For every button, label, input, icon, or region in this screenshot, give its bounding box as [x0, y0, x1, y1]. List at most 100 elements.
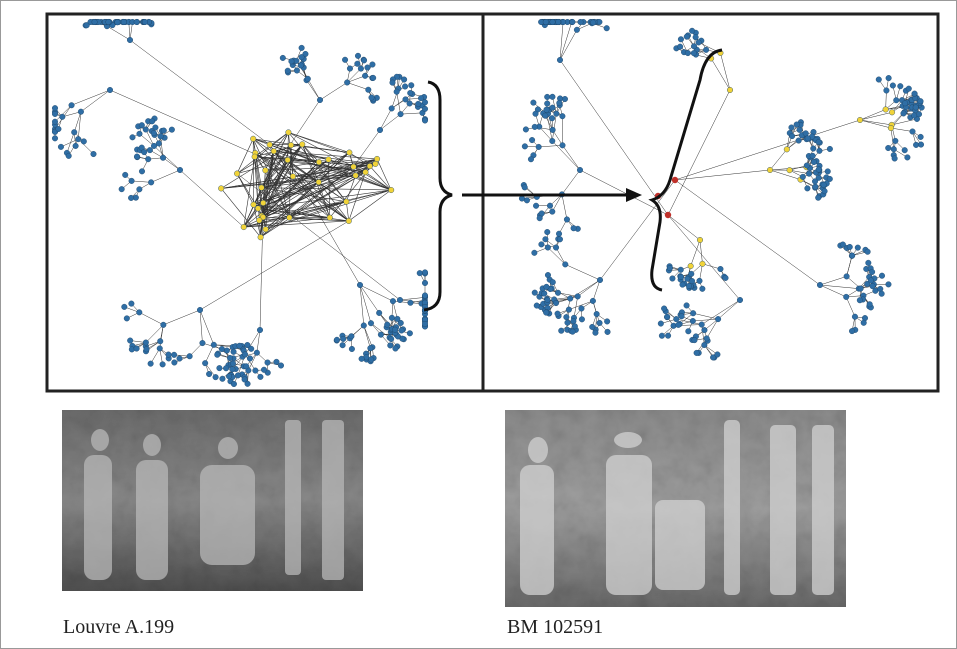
- node: [224, 348, 230, 354]
- node: [597, 277, 603, 283]
- node: [767, 167, 773, 173]
- node: [605, 329, 611, 335]
- node: [299, 142, 305, 148]
- node: [230, 361, 236, 367]
- node: [543, 236, 549, 242]
- node: [395, 316, 401, 322]
- node: [402, 84, 408, 90]
- node: [274, 359, 280, 365]
- node: [231, 381, 237, 387]
- node: [543, 19, 549, 25]
- node: [555, 19, 561, 25]
- node: [129, 301, 135, 307]
- photo-louvre: [62, 410, 363, 591]
- node: [187, 353, 193, 359]
- node: [353, 173, 359, 179]
- node: [169, 127, 175, 133]
- node: [810, 153, 816, 159]
- node: [127, 338, 133, 344]
- node: [357, 282, 363, 288]
- node: [280, 55, 286, 61]
- node: [362, 73, 368, 79]
- node: [197, 307, 203, 313]
- node: [142, 19, 148, 25]
- node: [913, 105, 919, 111]
- node: [151, 143, 157, 149]
- node: [259, 185, 265, 191]
- node: [543, 310, 549, 316]
- node: [883, 107, 889, 113]
- node: [287, 215, 293, 221]
- node: [326, 157, 332, 163]
- node: [849, 253, 855, 259]
- node: [688, 263, 694, 269]
- node: [549, 115, 555, 121]
- node: [388, 336, 394, 342]
- node: [715, 352, 721, 358]
- node: [58, 144, 64, 150]
- node: [905, 155, 911, 161]
- node: [577, 167, 583, 173]
- node: [855, 245, 861, 251]
- node: [604, 25, 610, 31]
- node: [122, 172, 128, 178]
- node: [884, 88, 890, 94]
- node: [257, 327, 263, 333]
- node: [407, 90, 413, 96]
- node: [816, 139, 822, 145]
- node: [560, 143, 566, 149]
- node: [91, 151, 97, 157]
- node: [544, 107, 550, 113]
- node: [227, 355, 233, 361]
- node: [678, 267, 684, 273]
- node: [604, 319, 610, 325]
- node: [367, 163, 373, 169]
- node: [858, 286, 864, 292]
- node: [849, 328, 855, 334]
- caption-right: BM 102591: [507, 616, 603, 639]
- node: [676, 322, 682, 328]
- node: [553, 300, 559, 306]
- node: [665, 212, 671, 218]
- node: [243, 364, 249, 370]
- node: [376, 310, 382, 316]
- node: [686, 283, 692, 289]
- node: [564, 217, 570, 223]
- node: [840, 242, 846, 248]
- node: [694, 350, 700, 356]
- node: [590, 20, 596, 26]
- node: [361, 323, 367, 329]
- node: [417, 270, 423, 276]
- node: [529, 137, 535, 143]
- node: [349, 333, 355, 339]
- node: [92, 19, 98, 25]
- node: [148, 361, 154, 367]
- node: [151, 130, 157, 136]
- node: [407, 330, 413, 336]
- node: [52, 111, 58, 117]
- node: [565, 320, 571, 326]
- node: [544, 94, 550, 100]
- node: [390, 80, 396, 86]
- node: [536, 144, 542, 150]
- node: [251, 202, 257, 208]
- node: [422, 106, 428, 112]
- node: [690, 310, 696, 316]
- node: [519, 196, 525, 202]
- node: [803, 131, 809, 137]
- node: [523, 127, 529, 133]
- node: [241, 224, 247, 230]
- node: [242, 352, 248, 358]
- node: [286, 130, 292, 136]
- node: [202, 360, 208, 366]
- node: [219, 346, 225, 352]
- node: [558, 328, 564, 334]
- node: [579, 306, 585, 312]
- node: [242, 377, 248, 383]
- node: [539, 242, 545, 248]
- node: [522, 185, 528, 191]
- node: [555, 311, 561, 317]
- node: [886, 282, 892, 288]
- node: [378, 332, 384, 338]
- node: [547, 203, 553, 209]
